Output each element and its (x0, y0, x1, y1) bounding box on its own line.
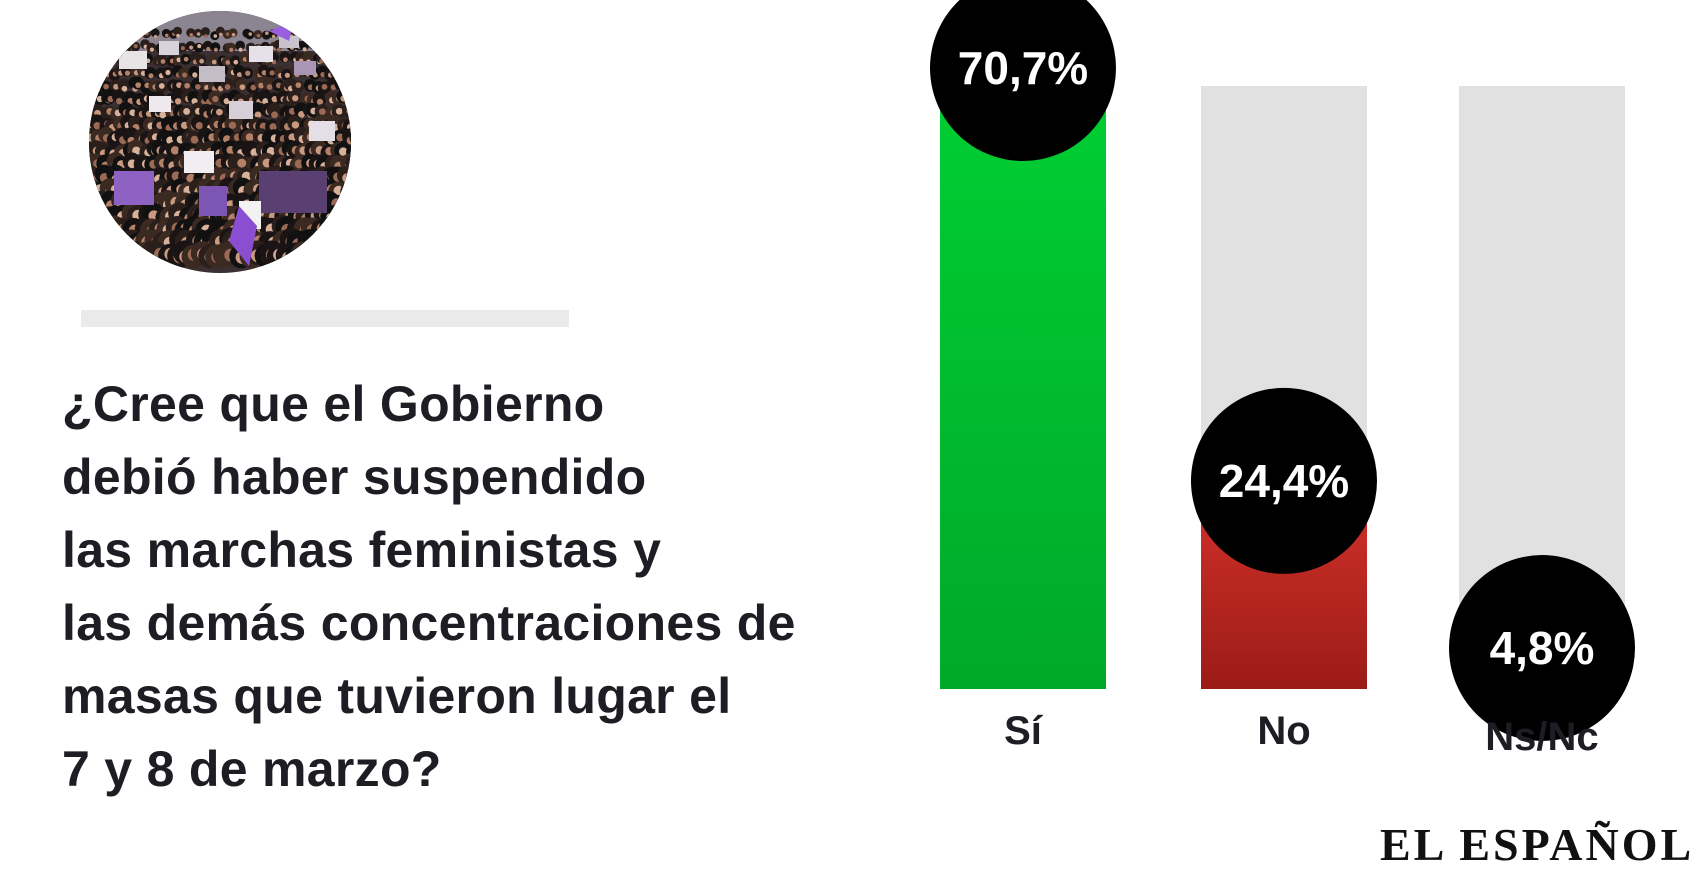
value-label: 70,7% (958, 42, 1088, 94)
category-label: Sí (1004, 709, 1044, 753)
value-label: 24,4% (1219, 455, 1349, 507)
poll-bar-chart: 70,7% 24,4% 4,8% Sí No Ns/Nc (0, 0, 1706, 853)
el-espanol-logo: EL ESPAÑOL (1380, 818, 1694, 871)
bar-0 (940, 86, 1106, 689)
category-label: Ns/Nc (1485, 715, 1598, 759)
value-label: 4,8% (1490, 622, 1595, 674)
category-label: No (1257, 709, 1310, 753)
